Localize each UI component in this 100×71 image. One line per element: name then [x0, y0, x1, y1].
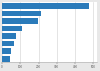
Bar [2, 41, 14, 46]
Bar [2, 18, 38, 24]
Bar [2, 56, 10, 62]
Bar [2, 33, 16, 39]
Bar [2, 3, 89, 9]
Bar [2, 48, 11, 54]
Bar [2, 11, 41, 16]
Bar [2, 26, 22, 31]
